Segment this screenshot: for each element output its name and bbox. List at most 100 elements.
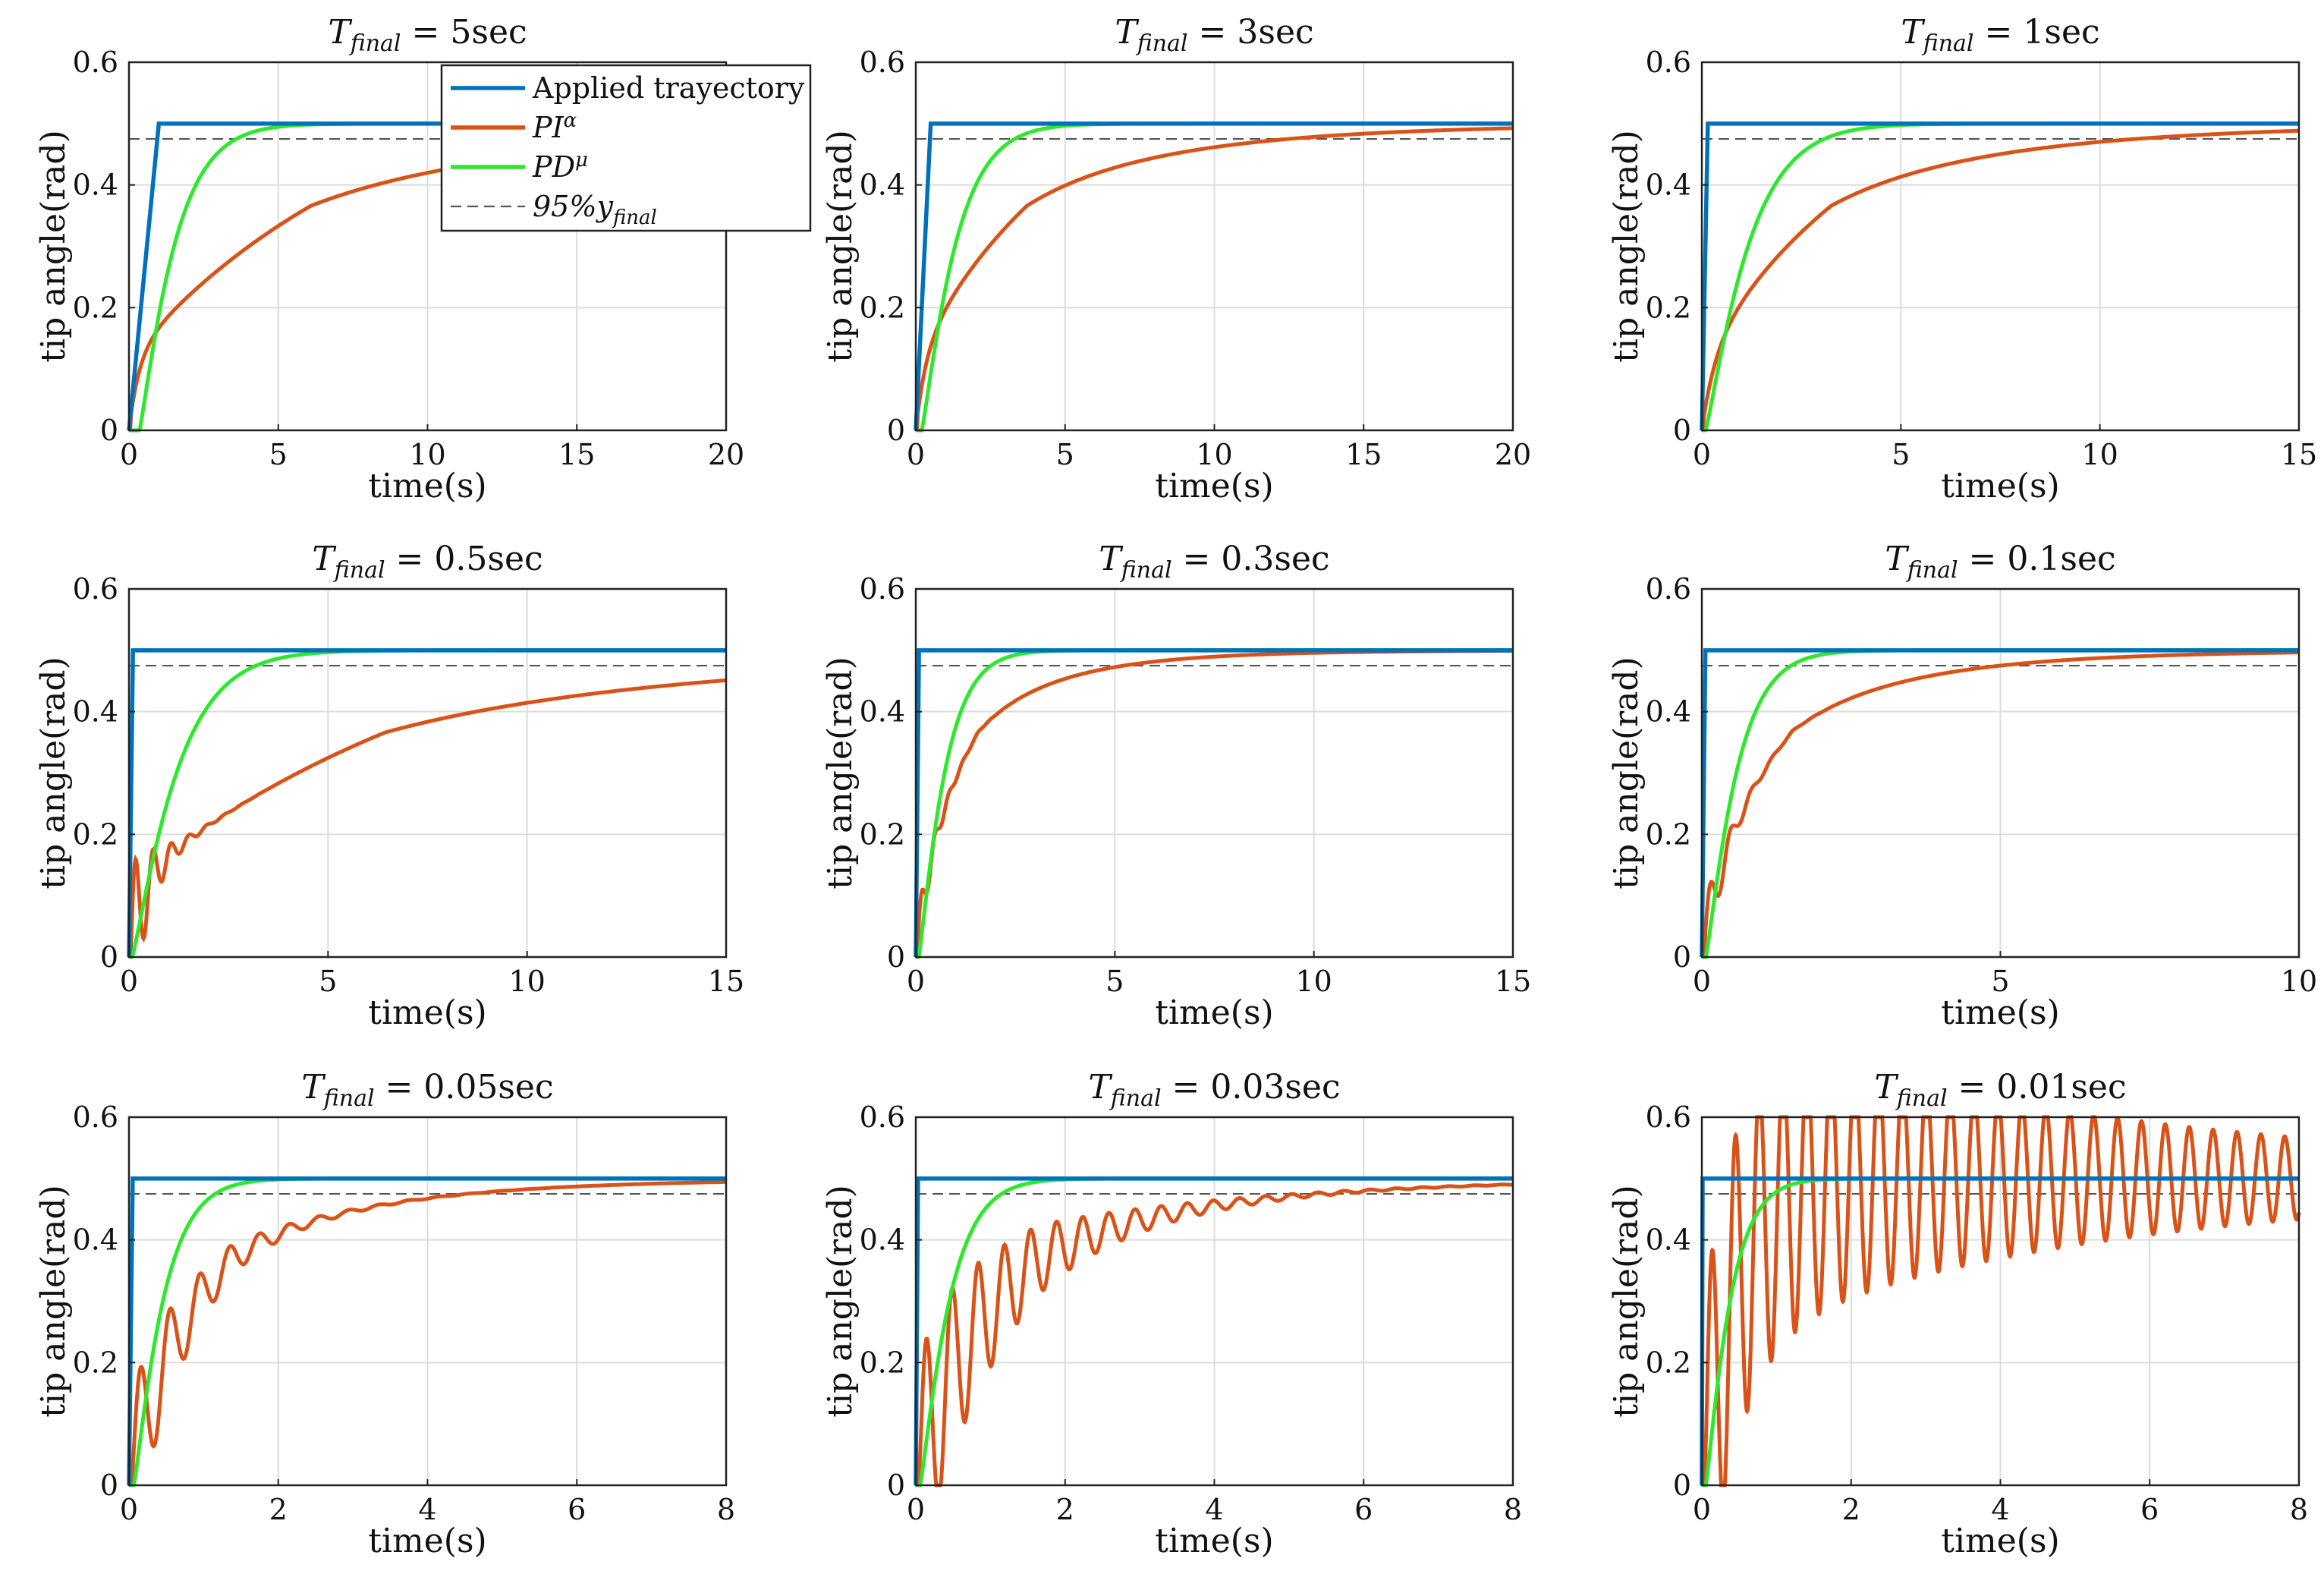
x-tick-label: 8	[2290, 1493, 2308, 1526]
x-tick-label: 20	[708, 438, 744, 471]
x-tick-label: 5	[1991, 965, 2009, 998]
x-tick-label: 20	[1495, 438, 1531, 471]
series-applied-line	[914, 648, 1513, 958]
x-axis-label: time(s)	[368, 993, 486, 1032]
chart-title: Tfinal = 0.5sec	[312, 540, 542, 584]
title-main: T	[1874, 1068, 1899, 1107]
legend-label-main: PD	[532, 150, 575, 184]
legend-label-ref95: 95%yfinal	[533, 190, 657, 229]
y-tick-label: 0.6	[1646, 46, 1691, 79]
series-pi-line	[129, 1179, 727, 1488]
y-tick-label: 0	[887, 414, 905, 447]
legend-label-pd: PDμ	[532, 149, 588, 184]
title-sub: final	[1136, 30, 1188, 57]
x-tick-label: 5	[1105, 965, 1124, 998]
y-axis-label: tip angle(rad)	[1607, 130, 1646, 363]
x-tick-label: 6	[2140, 1493, 2159, 1526]
y-axis-label: tip angle(rad)	[34, 656, 73, 889]
y-tick-label: 0	[1673, 940, 1691, 974]
y-tick-label: 0.4	[860, 1223, 905, 1257]
title-sub: final	[322, 1085, 375, 1112]
y-tick-label: 0.6	[1646, 572, 1691, 606]
chart-panel-9: 0 2 4 6 8 0 0.2 0.4 0.6 time(s) tip angle(rad) Tfin…	[1607, 1068, 2308, 1560]
y-tick-label: 0.6	[1646, 1100, 1691, 1134]
y-tick-label: 0	[100, 940, 118, 974]
y-tick-label: 0.2	[1646, 817, 1691, 851]
y-tick-label: 0	[100, 414, 118, 447]
chart-title: Tfinal = 5sec	[328, 13, 527, 57]
y-tick-label: 0.4	[1646, 168, 1691, 202]
y-tick-label: 0.6	[73, 46, 118, 79]
title-sub: final	[1109, 1085, 1162, 1112]
title-rest: = 0.03sec	[1162, 1068, 1341, 1107]
series-pd-line	[1702, 121, 2299, 433]
x-tick-label: 10	[2081, 438, 2118, 471]
x-tick-label: 4	[1205, 1493, 1223, 1526]
x-tick-label: 5	[1056, 438, 1074, 471]
x-tick-label: 10	[2281, 965, 2317, 998]
x-tick-label: 0	[907, 1493, 925, 1526]
x-tick-label: 10	[409, 438, 445, 471]
chart-panel-8: 0 2 4 6 8 0 0.2 0.4 0.6 time(s) tip angle(rad) Tfin…	[821, 1068, 1522, 1560]
y-tick-label: 0.2	[73, 817, 118, 851]
title-rest: = 1sec	[1974, 13, 2100, 52]
axes-box	[127, 587, 728, 959]
series-pi-line	[916, 1182, 1513, 1488]
x-tick-label: 15	[2281, 438, 2317, 471]
y-tick-label: 0.6	[73, 572, 118, 606]
chart-panel-5: 0 5 10 15 0 0.2 0.4 0.6 time(s) tip angle(rad) Tfi…	[821, 540, 1531, 1032]
chart-title: Tfinal = 1sec	[1901, 13, 2099, 57]
x-axis-label: time(s)	[368, 467, 486, 505]
y-tick-label: 0.6	[73, 1100, 118, 1134]
y-tick-label: 0.2	[1646, 291, 1691, 324]
y-tick-label: 0.4	[860, 168, 905, 202]
series-pi-line	[1702, 650, 2299, 959]
chart-panel-1: 0 5 10 15 20 0 0.2 0.4 0.6 time(s) tip angle(rad) T…	[34, 13, 744, 505]
title-main: T	[1099, 540, 1124, 578]
series-applied-line	[914, 121, 1513, 431]
y-tick-label: 0.6	[860, 572, 905, 606]
x-tick-label: 4	[418, 1493, 436, 1526]
legend-label-sup: μ	[575, 149, 588, 172]
x-tick-label: 10	[1196, 438, 1232, 471]
series-applied-line	[127, 1176, 726, 1486]
y-axis-label: tip angle(rad)	[821, 130, 860, 363]
x-tick-label: 0	[1693, 438, 1711, 471]
x-tick-label: 6	[1354, 1493, 1373, 1526]
title-rest: = 0.01sec	[1948, 1068, 2127, 1107]
y-tick-label: 0.2	[1646, 1346, 1691, 1379]
title-sub: final	[349, 30, 401, 57]
x-tick-label: 10	[1295, 965, 1332, 998]
legend: Applied trayectory PIα PDμ 95%yfinal	[440, 64, 812, 232]
title-main: T	[1901, 13, 1926, 52]
x-axis-label: time(s)	[1155, 1522, 1273, 1560]
y-tick-label: 0.4	[860, 695, 905, 729]
x-tick-label: 5	[1892, 438, 1910, 471]
y-tick-label: 0	[887, 940, 905, 974]
y-tick-label: 0.6	[860, 46, 905, 79]
chart-panel-7: 0 2 4 6 8 0 0.2 0.4 0.6 time(s) tip angle(rad) Tfin…	[34, 1068, 735, 1560]
series-pi-line	[915, 126, 1513, 433]
series-pi-line	[1701, 128, 2300, 433]
x-axis-label: time(s)	[1155, 993, 1273, 1032]
x-axis-label: time(s)	[1155, 467, 1273, 505]
y-tick-label: 0.4	[1646, 695, 1691, 729]
series-applied-line	[127, 648, 726, 958]
series-pd-line	[916, 648, 1513, 959]
y-axis-label: tip angle(rad)	[34, 130, 73, 363]
x-tick-label: 4	[1991, 1493, 2009, 1526]
x-tick-label: 15	[1345, 438, 1382, 471]
legend-label-main: PI	[532, 111, 564, 144]
y-tick-label: 0.4	[73, 1223, 118, 1257]
series-pi-line	[128, 678, 726, 959]
x-tick-label: 10	[508, 965, 545, 998]
y-tick-label: 0.2	[73, 291, 118, 324]
title-rest: = 0.5sec	[385, 540, 543, 578]
title-main: T	[328, 13, 353, 52]
x-tick-label: 15	[1495, 965, 1531, 998]
title-sub: final	[1922, 30, 1974, 57]
series-pi-line	[915, 649, 1513, 959]
series-applied-line	[1700, 648, 2299, 958]
title-rest: = 0.1sec	[1958, 540, 2116, 578]
x-tick-label: 8	[1504, 1493, 1522, 1526]
